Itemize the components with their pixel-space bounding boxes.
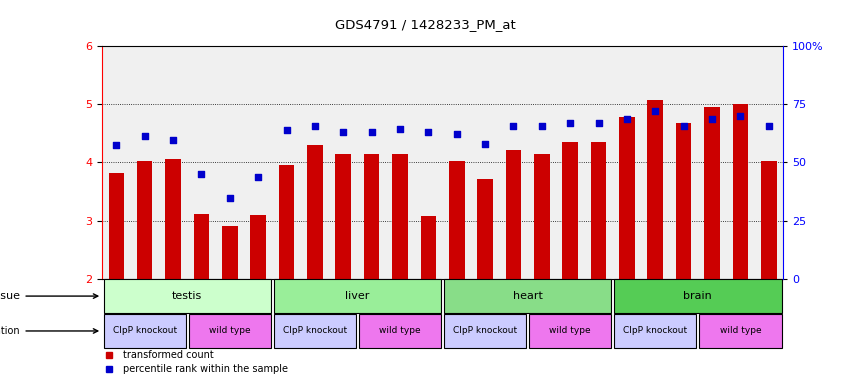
Bar — [364, 154, 380, 279]
Point — [421, 129, 435, 135]
Bar — [274, 279, 441, 313]
Bar — [761, 161, 776, 279]
Point — [506, 123, 520, 129]
Point — [705, 116, 719, 122]
Bar — [109, 173, 124, 279]
Bar — [104, 314, 186, 348]
Bar — [104, 279, 271, 313]
Bar — [165, 159, 181, 279]
Bar — [278, 165, 294, 279]
Text: wild type: wild type — [720, 326, 761, 336]
Bar — [648, 99, 663, 279]
Point — [308, 123, 322, 129]
Bar — [193, 214, 209, 279]
Bar — [733, 104, 748, 279]
Text: wild type: wild type — [550, 326, 591, 336]
Bar — [359, 314, 441, 348]
Text: testis: testis — [172, 291, 203, 301]
Bar — [420, 216, 437, 279]
Point — [535, 123, 549, 129]
Point — [166, 137, 180, 143]
Point — [365, 129, 379, 135]
Point — [591, 120, 605, 126]
Text: transformed count: transformed count — [123, 350, 214, 361]
Bar — [335, 154, 351, 279]
Point — [648, 108, 662, 114]
Point — [336, 129, 350, 135]
Point — [450, 131, 464, 137]
Bar — [222, 226, 237, 279]
Bar — [505, 150, 521, 279]
Text: genotype/variation: genotype/variation — [0, 326, 98, 336]
Point — [195, 171, 208, 177]
Bar — [250, 215, 266, 279]
Point — [478, 141, 492, 147]
Text: ClpP knockout: ClpP knockout — [283, 326, 347, 336]
Point — [563, 120, 577, 126]
Text: GDS4791 / 1428233_PM_at: GDS4791 / 1428233_PM_at — [335, 18, 516, 31]
Bar — [274, 314, 356, 348]
Bar — [563, 142, 578, 279]
Text: liver: liver — [346, 291, 369, 301]
Bar — [189, 314, 271, 348]
Point — [280, 127, 294, 134]
Bar — [477, 179, 493, 279]
Bar — [137, 161, 152, 279]
Point — [620, 116, 634, 122]
Text: wild type: wild type — [209, 326, 250, 336]
Point — [393, 126, 407, 132]
Bar — [449, 161, 465, 279]
Point — [734, 113, 747, 119]
Bar — [676, 123, 691, 279]
Point — [677, 123, 690, 129]
Text: heart: heart — [512, 291, 543, 301]
Point — [762, 123, 775, 129]
Text: wild type: wild type — [380, 326, 420, 336]
Text: ClpP knockout: ClpP knockout — [623, 326, 688, 336]
Text: tissue: tissue — [0, 291, 98, 301]
Bar — [700, 314, 781, 348]
Point — [138, 133, 151, 139]
Bar — [591, 142, 607, 279]
Bar — [307, 145, 323, 279]
Text: ClpP knockout: ClpP knockout — [453, 326, 517, 336]
Bar — [444, 314, 526, 348]
Point — [223, 195, 237, 202]
Text: percentile rank within the sample: percentile rank within the sample — [123, 364, 288, 374]
Bar — [614, 279, 781, 313]
Bar — [529, 314, 611, 348]
Text: ClpP knockout: ClpP knockout — [112, 326, 177, 336]
Point — [110, 142, 123, 148]
Bar — [614, 314, 696, 348]
Text: brain: brain — [683, 291, 712, 301]
Bar — [444, 279, 611, 313]
Bar — [392, 154, 408, 279]
Bar — [534, 154, 550, 279]
Point — [251, 174, 265, 180]
Bar — [704, 107, 720, 279]
Bar — [620, 117, 635, 279]
